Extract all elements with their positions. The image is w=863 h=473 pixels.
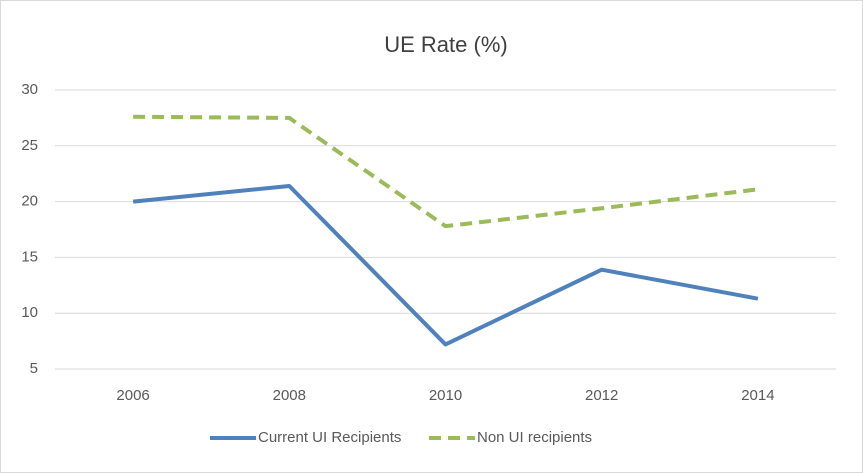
x-tick-label: 2010 bbox=[429, 387, 462, 404]
y-tick-label: 20 bbox=[21, 193, 38, 210]
x-tick-label: 2006 bbox=[116, 387, 149, 404]
data-line bbox=[132, 183, 759, 347]
x-tick-label: 2008 bbox=[273, 387, 306, 404]
y-tick-label: 15 bbox=[21, 248, 38, 265]
legend-label: Non UI recipients bbox=[477, 429, 592, 446]
chart-title: UE Rate (%) bbox=[384, 32, 507, 57]
y-tick-label: 30 bbox=[21, 81, 38, 98]
y-tick-label: 5 bbox=[30, 360, 38, 377]
x-tick-label: 2012 bbox=[585, 387, 618, 404]
legend-label: Current UI Recipients bbox=[258, 429, 401, 446]
data-line bbox=[133, 114, 759, 229]
y-tick-label: 25 bbox=[21, 137, 38, 154]
y-tick-label: 10 bbox=[21, 304, 38, 321]
x-tick-label: 2014 bbox=[741, 387, 774, 404]
